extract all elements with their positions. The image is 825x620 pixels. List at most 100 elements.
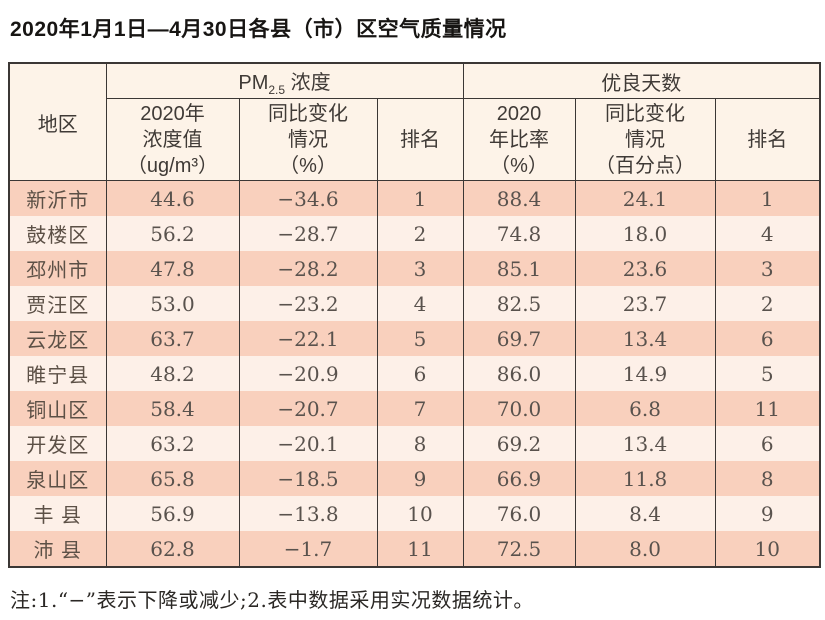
table-row: 云龙区 63.7 −22.1 5 69.7 13.4 6 [8,321,821,356]
pm-rank-cell: 3 [376,251,464,286]
column-header-pm-change-header: 同比变化 情况 （%） [238,98,378,181]
pm-value-cell: 63.2 [105,426,240,461]
good-rate-cell: 74.8 [462,216,576,251]
pm-change-cell: −20.9 [238,356,378,391]
region-cell: 新沂市 [8,180,107,216]
table-row: 开发区 63.2 −20.1 8 69.2 13.4 6 [8,426,821,461]
good-change-cell: 23.7 [574,286,716,321]
pm-rank-cell: 11 [376,531,464,567]
column-header-pm-value-header: 2020年 浓度值 （ug/m³） [105,98,240,181]
good-rate-cell: 69.7 [462,321,576,356]
table-row: 泉山区 65.8 −18.5 9 66.9 11.8 8 [8,461,821,496]
good-change-cell: 24.1 [574,180,716,216]
table-row: 丰 县 56.9 −13.8 10 76.0 8.4 9 [8,496,821,531]
pm-rank-cell: 7 [376,391,464,426]
pm-value-cell: 44.6 [105,180,240,216]
good-rank-cell: 6 [714,321,821,356]
pm-change-cell: −28.7 [238,216,378,251]
header-sub-row: 2020年 浓度值 （ug/m³） 同比变化 情况 （%） 排名 2020 年比率 （… [9,98,821,181]
pm-change-cell: −1.7 [238,531,378,567]
page-title: 2020年1月1日—4月30日各县（市）区空气质量情况 [10,18,507,41]
table-row: 睢宁县 48.2 −20.9 6 86.0 14.9 5 [8,356,821,391]
column-header-good-change-header: 同比变化 情况 （百分点） [574,98,716,181]
pm-rank-cell: 6 [376,356,464,391]
pm-value-cell: 58.4 [105,391,240,426]
good-change-cell: 13.4 [574,426,716,461]
region-cell: 开发区 [8,426,107,461]
good-rate-cell: 88.4 [462,180,576,216]
good-rank-cell: 8 [714,461,821,496]
good-rank-cell: 6 [714,426,821,461]
good-rank-cell: 11 [714,391,821,426]
pm-value-cell: 56.2 [105,216,240,251]
good-change-cell: 14.9 [574,356,716,391]
table-row: 鼓楼区 56.2 −28.7 2 74.8 18.0 4 [8,216,821,251]
pm25-label-main: PM [238,71,269,94]
good-change-cell: 8.4 [574,496,716,531]
good-rank-cell: 9 [714,496,821,531]
good-change-cell: 18.0 [574,216,716,251]
region-cell: 鼓楼区 [8,216,107,251]
region-cell: 邳州市 [8,251,107,286]
table-row: 新沂市 44.6 −34.6 1 88.4 24.1 1 [8,180,821,216]
pm-change-cell: −18.5 [238,461,378,496]
good-rank-cell: 10 [714,531,821,567]
pm-value-cell: 65.8 [105,461,240,496]
good-rank-cell: 5 [714,356,821,391]
pm-value-cell: 53.0 [105,286,240,321]
good-rate-cell: 66.9 [462,461,576,496]
pm-rank-cell: 2 [376,216,464,251]
region-cell: 泉山区 [8,461,107,496]
good-rate-cell: 70.0 [462,391,576,426]
good-rate-cell: 85.1 [462,251,576,286]
pm-rank-cell: 4 [376,286,464,321]
column-header-good-rank-header: 排名 [714,98,821,181]
pm-change-cell: −20.7 [238,391,378,426]
pm-value-cell: 47.8 [105,251,240,286]
column-header-region: 地区 [8,63,107,181]
pm-rank-cell: 9 [376,461,464,496]
good-rate-cell: 69.2 [462,426,576,461]
region-cell: 贾汪区 [8,286,107,321]
region-cell: 丰 县 [8,496,107,531]
pm-change-cell: −22.1 [238,321,378,356]
pm-value-cell: 62.8 [105,531,240,567]
good-change-cell: 6.8 [574,391,716,426]
region-cell: 云龙区 [8,321,107,356]
good-rank-cell: 3 [714,251,821,286]
table-row: 沛 县 62.8 −1.7 11 72.5 8.0 10 [8,531,821,567]
pm-rank-cell: 5 [376,321,464,356]
pm-rank-cell: 8 [376,426,464,461]
table-row: 铜山区 58.4 −20.7 7 70.0 6.8 11 [8,391,821,426]
region-cell: 睢宁县 [8,356,107,391]
good-change-cell: 13.4 [574,321,716,356]
good-rate-cell: 72.5 [462,531,576,567]
good-rate-cell: 76.0 [462,496,576,531]
pm-value-cell: 56.9 [105,496,240,531]
good-change-cell: 11.8 [574,461,716,496]
pm25-label-subscript: 2.5 [268,82,286,97]
good-rate-cell: 86.0 [462,356,576,391]
pm-change-cell: −23.2 [238,286,378,321]
good-change-cell: 8.0 [574,531,716,567]
good-change-cell: 23.6 [574,251,716,286]
column-header-pm-rank-header: 排名 [376,98,464,181]
region-cell: 沛 县 [8,531,107,567]
pm-change-cell: −28.2 [238,251,378,286]
good-rank-cell: 2 [714,286,821,321]
pm-change-cell: −20.1 [238,426,378,461]
column-header-good-rate-header: 2020 年比率 （%） [462,98,576,181]
pm-value-cell: 63.7 [105,321,240,356]
region-cell: 铜山区 [8,391,107,426]
pm-rank-cell: 1 [376,180,464,216]
table-row: 邳州市 47.8 −28.2 3 85.1 23.6 3 [8,251,821,286]
good-rank-cell: 4 [714,216,821,251]
pm-rank-cell: 10 [376,496,464,531]
pm25-label-rest: 浓度 [285,71,331,94]
pm-change-cell: −13.8 [238,496,378,531]
column-group-good-days: 优良天数 [462,63,821,99]
footnote: 注:1.“−”表示下降或减少;2.表中数据采用实况数据统计。 [10,588,534,612]
good-rate-cell: 82.5 [462,286,576,321]
table-row: 贾汪区 53.0 −23.2 4 82.5 23.7 2 [8,286,821,321]
